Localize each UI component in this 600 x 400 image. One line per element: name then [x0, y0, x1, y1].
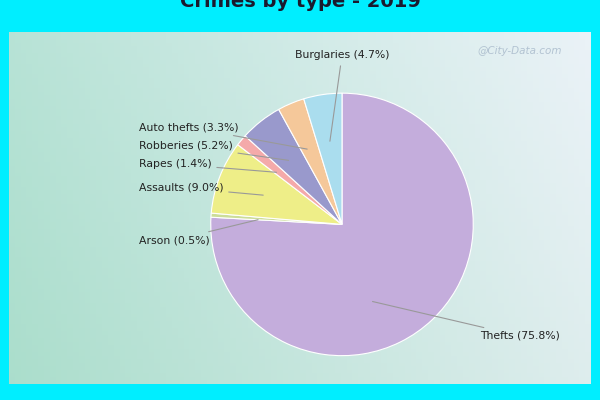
Wedge shape	[279, 99, 342, 224]
Wedge shape	[304, 93, 342, 224]
Wedge shape	[211, 145, 342, 224]
Text: Assaults (9.0%): Assaults (9.0%)	[139, 183, 263, 195]
Text: Crimes by type - 2019: Crimes by type - 2019	[179, 0, 421, 11]
Text: Robberies (5.2%): Robberies (5.2%)	[139, 141, 289, 160]
Text: Arson (0.5%): Arson (0.5%)	[139, 220, 258, 245]
Wedge shape	[245, 110, 342, 224]
Text: Thefts (75.8%): Thefts (75.8%)	[373, 302, 560, 341]
Wedge shape	[211, 93, 473, 356]
Text: Auto thefts (3.3%): Auto thefts (3.3%)	[139, 122, 307, 149]
Text: Rapes (1.4%): Rapes (1.4%)	[139, 159, 277, 172]
Text: Burglaries (4.7%): Burglaries (4.7%)	[295, 50, 389, 141]
Wedge shape	[238, 136, 342, 224]
Text: @City-Data.com: @City-Data.com	[478, 46, 562, 56]
Wedge shape	[211, 213, 342, 224]
